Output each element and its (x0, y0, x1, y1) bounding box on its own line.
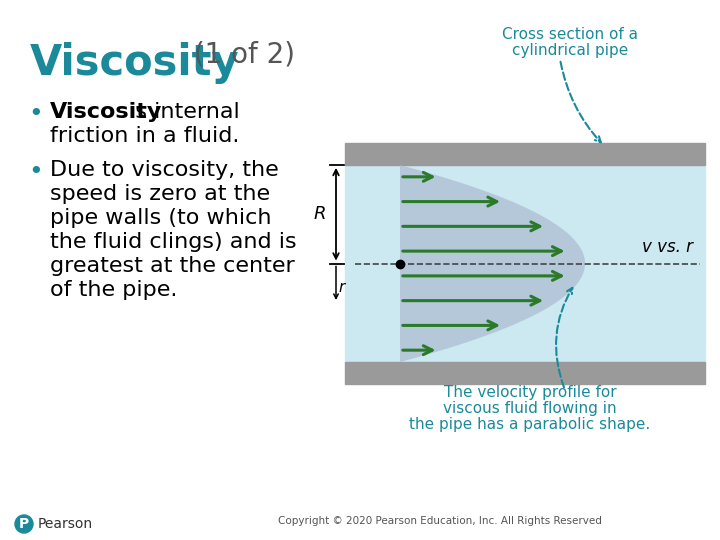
Text: viscous fluid flowing in: viscous fluid flowing in (444, 401, 617, 416)
Text: pipe walls (to which: pipe walls (to which (50, 208, 271, 228)
Polygon shape (400, 165, 585, 362)
Text: friction in a fluid.: friction in a fluid. (50, 126, 239, 146)
Text: •: • (28, 160, 42, 184)
Text: (1 of 2): (1 of 2) (185, 40, 295, 68)
Text: •: • (28, 102, 42, 126)
Text: Due to viscosity, the: Due to viscosity, the (50, 160, 279, 180)
Text: the fluid clings) and is: the fluid clings) and is (50, 232, 297, 252)
Text: speed is zero at the: speed is zero at the (50, 184, 270, 204)
Text: P: P (19, 517, 29, 531)
Circle shape (15, 515, 33, 533)
Text: Copyright © 2020 Pearson Education, Inc. All Rights Reserved: Copyright © 2020 Pearson Education, Inc.… (278, 516, 602, 526)
Text: Viscosity: Viscosity (30, 42, 240, 84)
Text: of the pipe.: of the pipe. (50, 280, 177, 300)
Text: greatest at the center: greatest at the center (50, 256, 294, 276)
Text: Viscosity: Viscosity (50, 102, 163, 122)
Text: is internal: is internal (122, 102, 240, 122)
Bar (345, 143, 705, 165)
Text: the pipe has a parabolic shape.: the pipe has a parabolic shape. (410, 417, 651, 432)
Text: R: R (313, 205, 326, 223)
Bar (345, 165, 705, 362)
Bar (345, 362, 705, 384)
Text: r: r (338, 280, 344, 295)
Text: The velocity profile for: The velocity profile for (444, 385, 616, 400)
Text: cylindrical pipe: cylindrical pipe (512, 43, 628, 58)
Text: Pearson: Pearson (38, 517, 93, 531)
Text: Cross section of a: Cross section of a (502, 27, 638, 42)
Text: v vs. r: v vs. r (642, 238, 693, 255)
